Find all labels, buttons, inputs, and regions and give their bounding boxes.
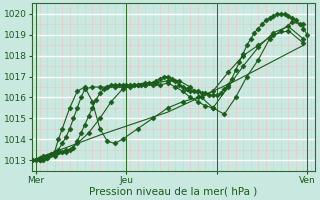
X-axis label: Pression niveau de la mer( hPa ): Pression niveau de la mer( hPa )	[89, 187, 258, 197]
